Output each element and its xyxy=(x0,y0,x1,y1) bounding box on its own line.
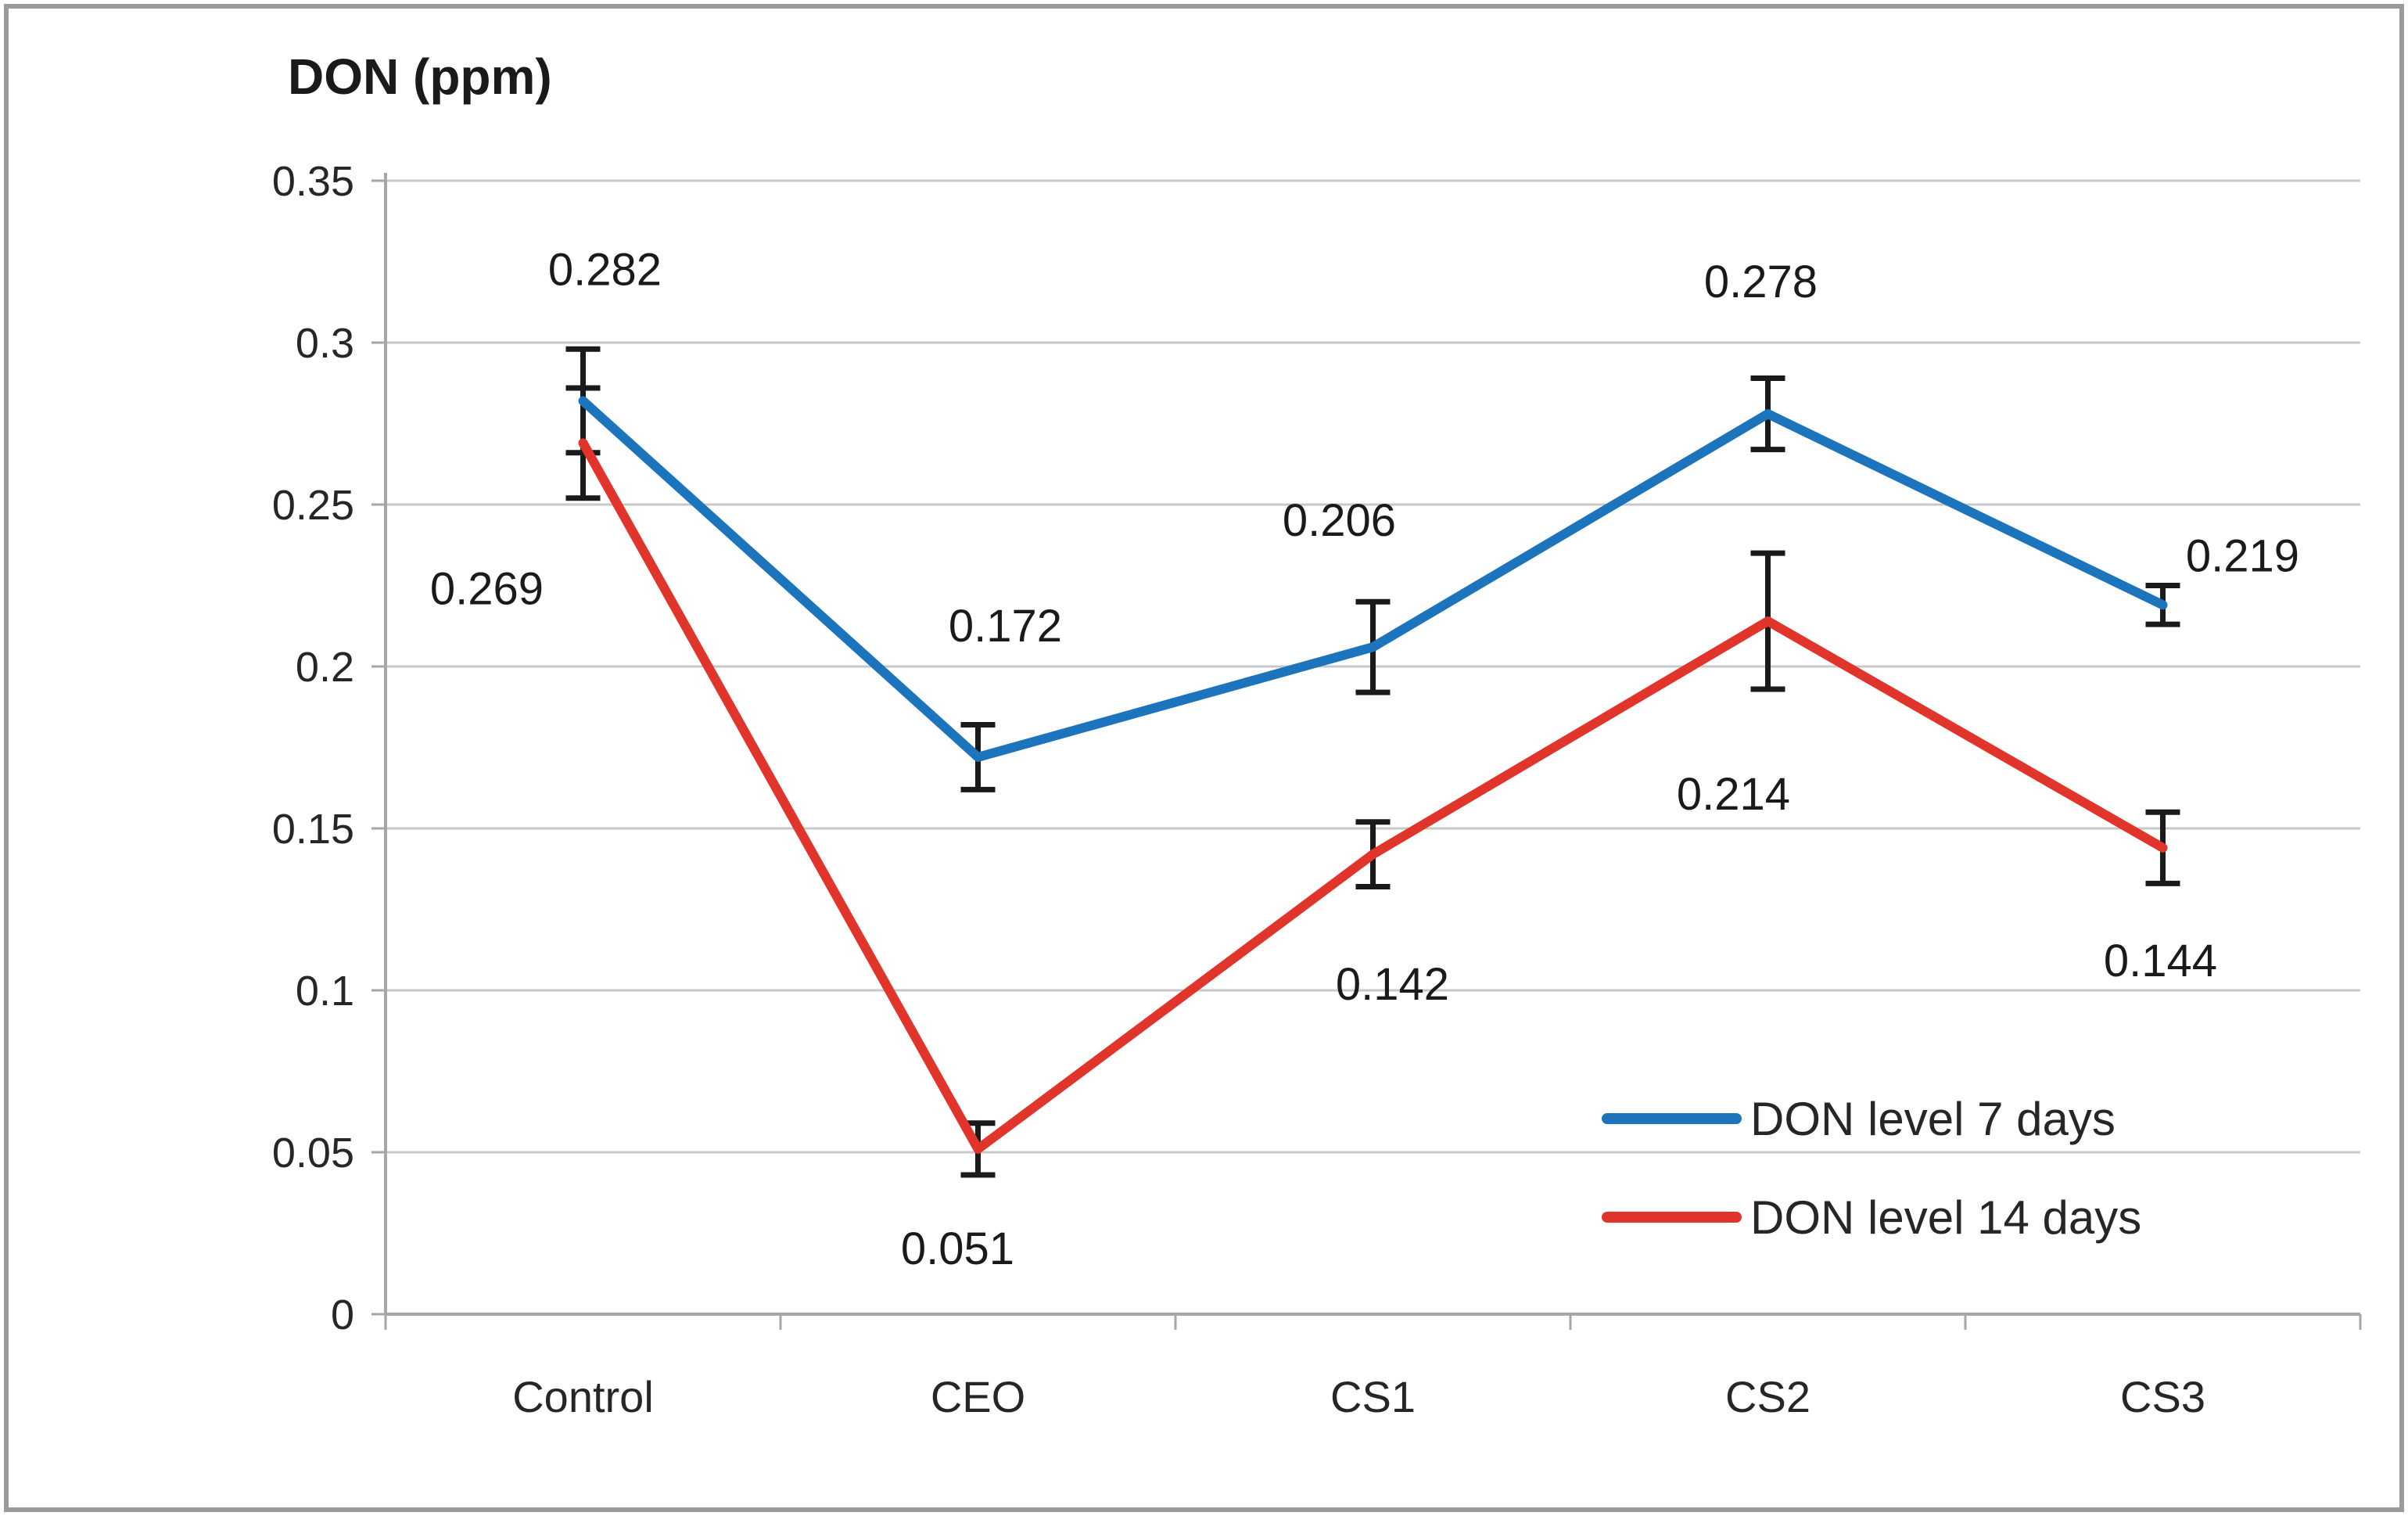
data-label: 0.278 xyxy=(1704,257,1818,307)
data-label: 0.269 xyxy=(430,563,544,614)
chart-title: DON (ppm) xyxy=(288,48,552,105)
legend-item-7-days: DON level 7 days xyxy=(1602,1093,2116,1145)
data-label: 0.206 xyxy=(1283,495,1396,546)
y-tick-label: 0.3 xyxy=(296,320,354,367)
series-lines xyxy=(578,396,2168,1154)
legend-label-7-days: DON level 7 days xyxy=(1750,1093,2116,1145)
x-category-label: CS2 xyxy=(1725,1372,1810,1421)
data-label: 0.282 xyxy=(548,245,662,296)
x-axis-category-labels: Control CEO CS1 CS2 CS3 xyxy=(512,1372,2205,1421)
x-category-label: CS1 xyxy=(1330,1372,1416,1421)
x-category-label: CS3 xyxy=(2120,1372,2205,1421)
chart-outer-border xyxy=(4,4,2404,1512)
legend: DON level 7 days DON level 14 days xyxy=(1602,1093,2141,1244)
data-labels: 0.282 0.172 0.206 0.278 0.219 0.269 0.051 0.142… xyxy=(430,245,2299,1274)
x-category-label: CEO xyxy=(931,1372,1025,1421)
data-label: 0.172 xyxy=(949,601,1062,652)
y-tick-label: 0 xyxy=(331,1291,354,1338)
y-tick-label: 0.05 xyxy=(272,1130,354,1177)
y-axis-tick-labels: 0 0.05 0.1 0.15 0.2 0.25 0.3 0.35 xyxy=(272,158,354,1338)
data-label: 0.144 xyxy=(2104,936,2217,986)
series-line xyxy=(578,438,2168,1154)
x-category-label: Control xyxy=(512,1372,654,1421)
data-label: 0.142 xyxy=(1336,959,1449,1010)
data-label: 0.219 xyxy=(2186,530,2299,581)
y-tick-label: 0.1 xyxy=(296,968,354,1015)
y-tick-label: 0.35 xyxy=(272,158,354,205)
error-bars xyxy=(565,346,2180,1178)
y-tick-label: 0.2 xyxy=(296,644,354,691)
data-label: 0.214 xyxy=(1677,769,1790,820)
y-tick-label: 0.15 xyxy=(272,806,354,853)
series-line xyxy=(578,396,2168,762)
axes xyxy=(371,173,2362,1330)
data-label: 0.051 xyxy=(901,1223,1014,1274)
legend-label-14-days: DON level 14 days xyxy=(1750,1191,2141,1244)
y-tick-label: 0.25 xyxy=(272,482,354,529)
legend-item-14-days: DON level 14 days xyxy=(1602,1191,2141,1244)
